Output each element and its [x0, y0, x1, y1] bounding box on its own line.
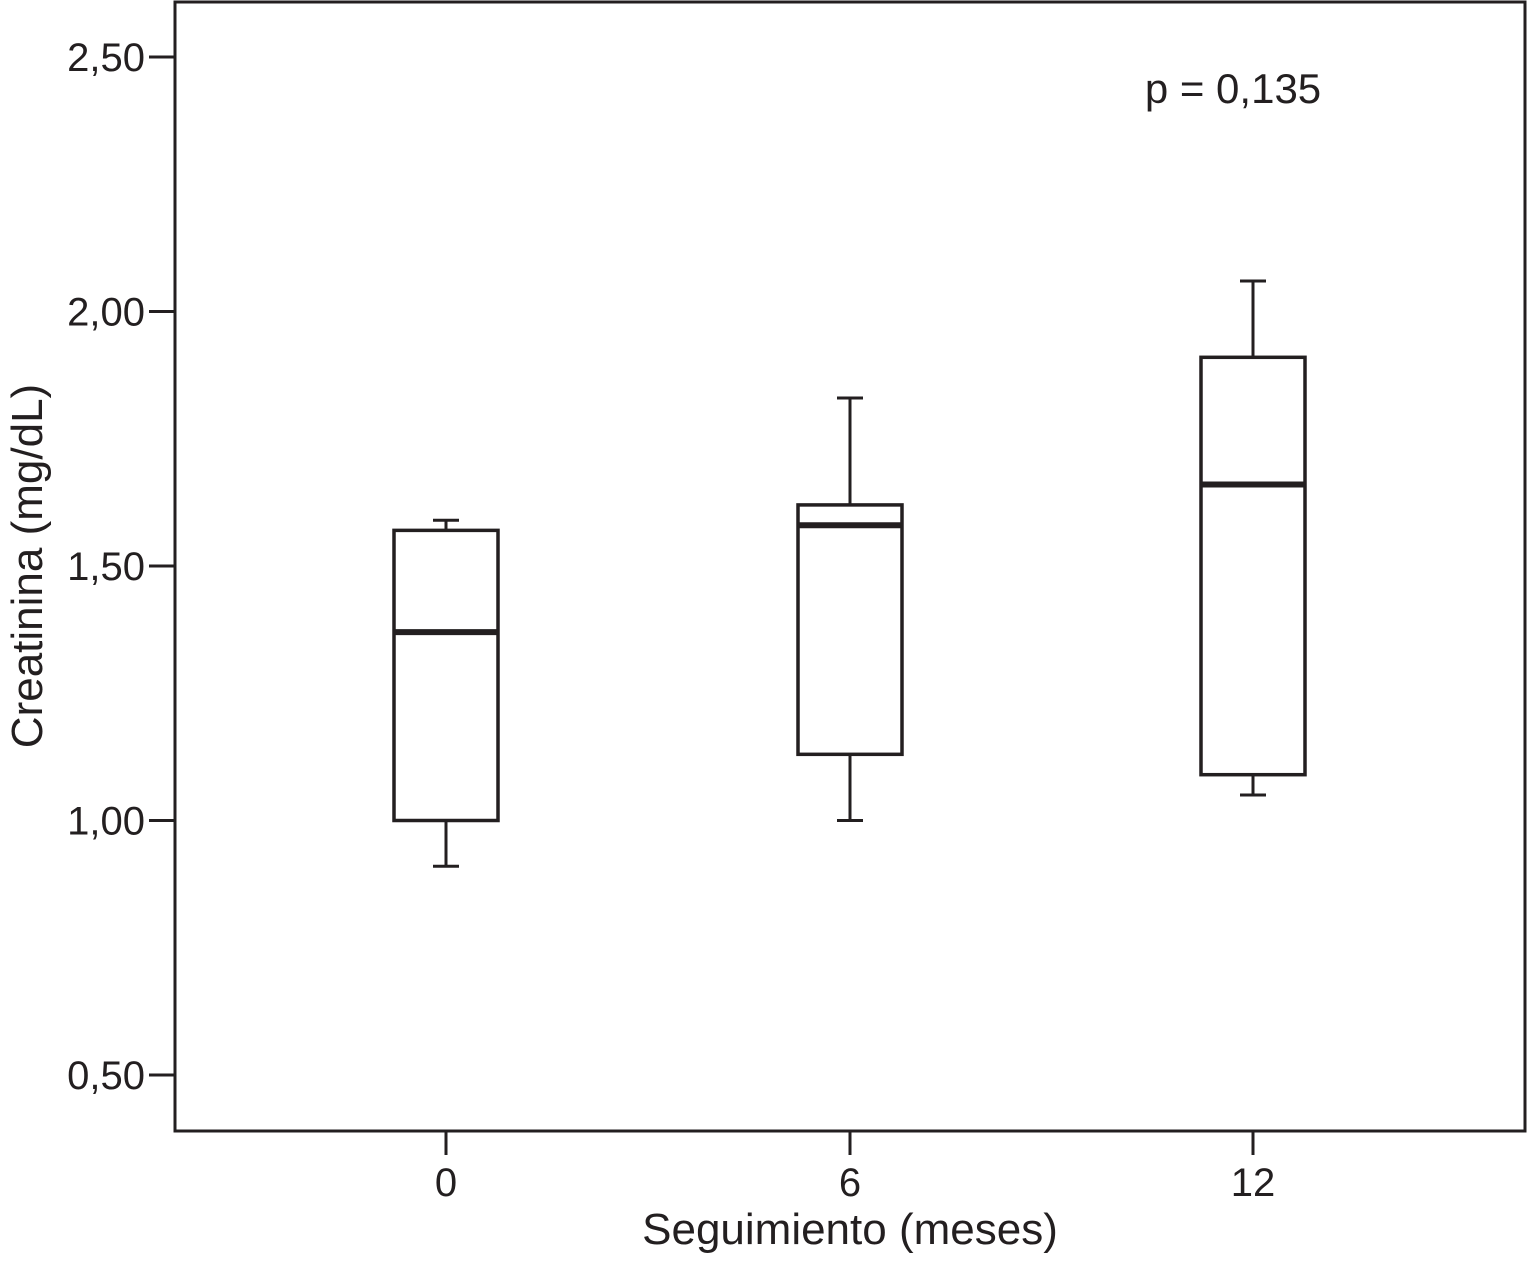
- y-axis-title: Creatinina (mg/dL): [3, 384, 52, 748]
- p-value-annotation: p = 0,135: [1145, 65, 1321, 112]
- x-axis-title: Seguimiento (meses): [642, 1205, 1058, 1254]
- x-tick-label: 12: [1231, 1161, 1276, 1205]
- box-group: [796, 396, 904, 822]
- y-axis: 0,50 1,00 1,50 2,00 2,50: [67, 36, 175, 1098]
- boxes-layer: [392, 279, 1307, 868]
- y-tick-label: 1,00: [67, 800, 145, 844]
- y-tick-label: 1,50: [67, 545, 145, 589]
- box-group: [392, 518, 500, 868]
- iqr-box: [796, 503, 904, 757]
- iqr-box: [1199, 355, 1307, 777]
- y-tick-label: 2,50: [67, 36, 145, 80]
- box-group: [1199, 279, 1307, 797]
- x-tick-label: 6: [839, 1161, 861, 1205]
- y-tick-label: 2,00: [67, 291, 145, 335]
- x-axis: 0 6 12: [435, 1131, 1275, 1205]
- iqr-box: [392, 528, 500, 823]
- y-tick-label: 0,50: [67, 1054, 145, 1098]
- x-tick-label: 0: [435, 1161, 457, 1205]
